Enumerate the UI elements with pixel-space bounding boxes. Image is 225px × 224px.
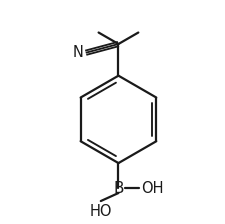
Text: HO: HO xyxy=(89,204,112,219)
Text: B: B xyxy=(113,181,123,196)
Text: OH: OH xyxy=(140,181,163,196)
Text: N: N xyxy=(72,45,83,60)
